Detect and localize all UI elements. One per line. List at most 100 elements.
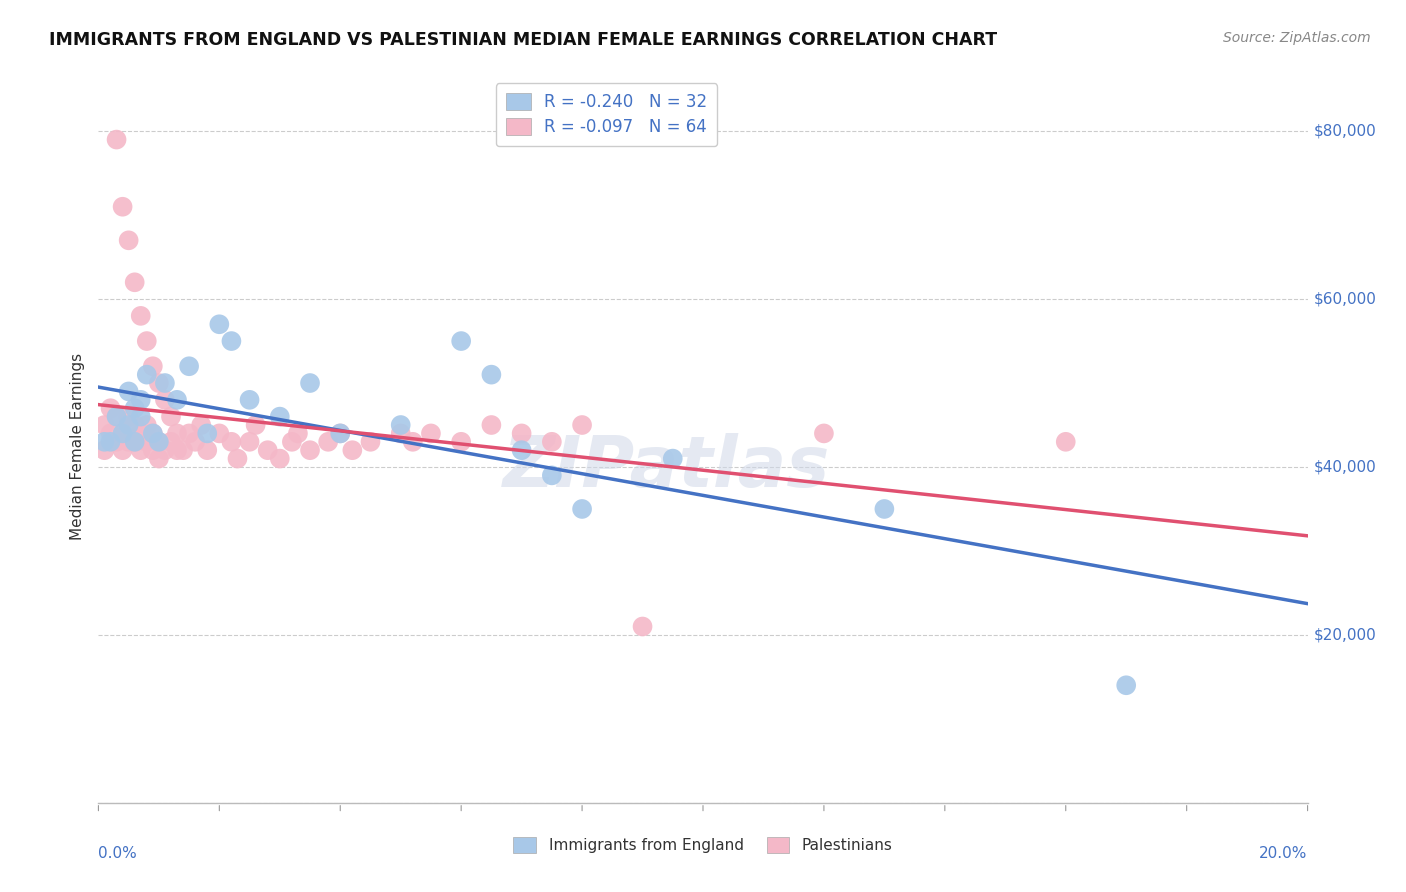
Point [118, 384, 141, 399]
Point [208, 318, 231, 332]
Point [166, 443, 188, 458]
Point [124, 434, 146, 449]
Point [166, 392, 188, 407]
Point [450, 434, 472, 449]
Text: $80,000: $80,000 [1313, 124, 1376, 138]
Point [221, 434, 243, 449]
Point [153, 376, 176, 390]
Point [118, 409, 141, 424]
Point [148, 434, 170, 449]
Point [135, 368, 157, 382]
Point [329, 426, 352, 441]
Point [221, 334, 243, 348]
Point [129, 392, 152, 407]
Point [118, 434, 141, 449]
Point [93, 434, 115, 449]
Point [100, 401, 122, 416]
Point [142, 359, 165, 374]
Point [184, 434, 207, 449]
Point [135, 334, 157, 348]
Point [571, 417, 593, 432]
Point [420, 426, 443, 441]
Point [111, 443, 134, 458]
Text: 20.0%: 20.0% [1260, 846, 1308, 861]
Point [239, 434, 262, 449]
Point [208, 426, 231, 441]
Point [245, 417, 267, 432]
Point [135, 417, 157, 432]
Point [195, 443, 218, 458]
Point [661, 451, 683, 466]
Y-axis label: Median Female Earnings: Median Female Earnings [69, 352, 84, 540]
Text: IMMIGRANTS FROM ENGLAND VS PALESTINIAN MEDIAN FEMALE EARNINGS CORRELATION CHART: IMMIGRANTS FROM ENGLAND VS PALESTINIAN M… [49, 31, 997, 49]
Point [316, 434, 339, 449]
Point [160, 409, 183, 424]
Point [256, 443, 278, 458]
Point [111, 426, 134, 441]
Point [813, 426, 835, 441]
Point [142, 426, 165, 441]
Point [129, 443, 152, 458]
Point [111, 200, 134, 214]
Point [129, 409, 152, 424]
Point [631, 619, 654, 633]
Point [360, 434, 382, 449]
Point [93, 417, 115, 432]
Point [450, 334, 472, 348]
Legend: Immigrants from England, Palestinians: Immigrants from England, Palestinians [508, 831, 898, 859]
Point [1115, 678, 1137, 692]
Text: $20,000: $20,000 [1313, 627, 1376, 642]
Point [124, 401, 146, 416]
Point [281, 434, 304, 449]
Point [540, 434, 562, 449]
Point [172, 443, 194, 458]
Point [269, 409, 291, 424]
Point [195, 426, 218, 441]
Point [105, 409, 128, 424]
Point [269, 451, 291, 466]
Point [540, 468, 562, 483]
Text: $60,000: $60,000 [1313, 292, 1376, 307]
Point [129, 426, 152, 441]
Point [105, 409, 128, 424]
Point [226, 451, 249, 466]
Point [299, 443, 322, 458]
Point [100, 434, 122, 449]
Point [329, 426, 352, 441]
Point [124, 434, 146, 449]
Point [287, 426, 309, 441]
Point [100, 426, 122, 441]
Point [135, 434, 157, 449]
Point [111, 426, 134, 441]
Point [93, 443, 115, 458]
Text: $40,000: $40,000 [1313, 459, 1376, 475]
Point [179, 426, 201, 441]
Point [481, 417, 503, 432]
Text: ZIPatlas: ZIPatlas [503, 433, 831, 502]
Point [190, 417, 212, 432]
Point [1054, 434, 1077, 449]
Point [148, 376, 170, 390]
Point [153, 443, 176, 458]
Point [129, 309, 152, 323]
Point [389, 417, 412, 432]
Point [118, 233, 141, 247]
Point [179, 359, 201, 374]
Point [142, 443, 165, 458]
Point [142, 426, 165, 441]
Point [105, 434, 128, 449]
Point [160, 434, 183, 449]
Point [166, 426, 188, 441]
Point [510, 426, 533, 441]
Point [571, 502, 593, 516]
Point [105, 132, 128, 146]
Point [153, 392, 176, 407]
Point [148, 434, 170, 449]
Point [510, 443, 533, 458]
Text: Source: ZipAtlas.com: Source: ZipAtlas.com [1223, 31, 1371, 45]
Point [342, 443, 364, 458]
Point [299, 376, 322, 390]
Point [481, 368, 503, 382]
Point [239, 392, 262, 407]
Point [118, 417, 141, 432]
